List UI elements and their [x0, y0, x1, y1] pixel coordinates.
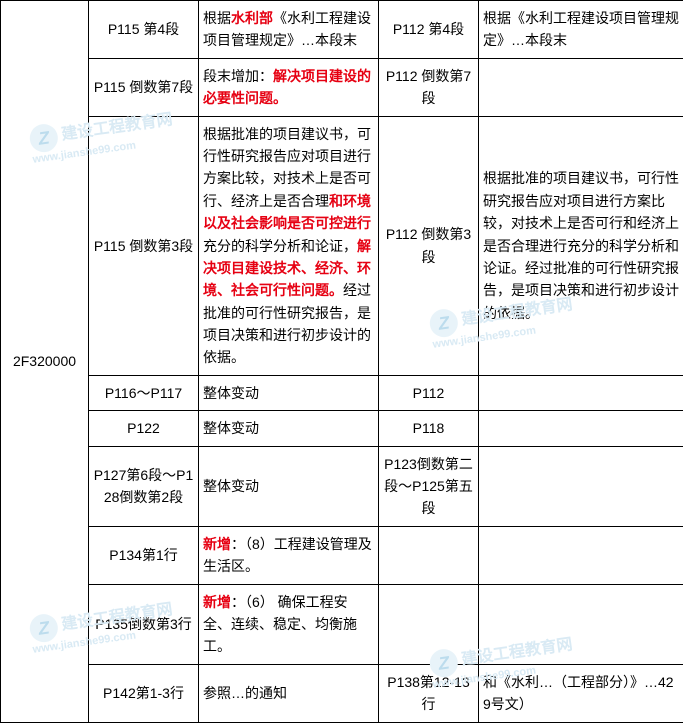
change-desc: 整体变动	[199, 446, 379, 526]
page-ref-old: P112 倒数第3段	[379, 116, 479, 375]
table-row: P115 倒数第7段段末增加：解决项目建设的必要性问题。P112 倒数第7段	[1, 58, 683, 116]
old-content	[479, 446, 683, 526]
old-content	[479, 375, 683, 410]
old-content: 根据批准的项目建议书，可行性研究报告应对项目进行方案比较，对技术上是否可行和经济…	[479, 116, 683, 375]
text: 根据批准的项目建议书，可行性研究报告应对项目进行方案比较，对技术上是否可行和经济…	[483, 170, 679, 320]
page-ref-old: P112 第4段	[379, 1, 479, 59]
page-ref-old: P123倒数第二段～P125第五段	[379, 446, 479, 526]
change-desc: 根据水利部《水利工程建设项目管理规定》…本段末	[199, 1, 379, 59]
change-desc: 新增：（6） 确保工程安全、连续、稳定、均衡施工。	[199, 584, 379, 664]
old-content	[479, 526, 683, 584]
change-desc: 新增：（8）工程建设管理及生活区。	[199, 526, 379, 584]
page-ref-old	[379, 584, 479, 664]
old-content: 根据《水利工程建设项目管理规定》…本段末	[479, 1, 683, 59]
table-row: P135倒数第3行新增：（6） 确保工程安全、连续、稳定、均衡施工。	[1, 584, 683, 664]
page-ref-new: P115 倒数第7段	[89, 58, 199, 116]
change-desc: 段末增加：解决项目建设的必要性问题。	[199, 58, 379, 116]
table-row: 2F320000P115 第4段根据水利部《水利工程建设项目管理规定》…本段末P…	[1, 1, 683, 59]
change-desc: 参照…的通知	[199, 664, 379, 722]
page-ref-old: P138第12-13行	[379, 664, 479, 722]
old-content	[479, 411, 683, 446]
old-content	[479, 58, 683, 116]
page-ref-new: P127第6段～P128倒数第2段	[89, 446, 199, 526]
highlight-text: 水利部	[231, 10, 273, 26]
comparison-table: 2F320000P115 第4段根据水利部《水利工程建设项目管理规定》…本段末P…	[0, 0, 683, 723]
highlight-text: 新增	[203, 536, 231, 552]
text: 整体变动	[203, 385, 259, 401]
text: 段末增加：	[203, 68, 273, 84]
section-code: 2F320000	[13, 353, 76, 369]
page-ref-old: P112 倒数第7段	[379, 58, 479, 116]
text: 根据	[203, 10, 231, 26]
page-ref-new: P134第1行	[89, 526, 199, 584]
change-desc: 根据批准的项目建议书，可行性研究报告应对项目进行方案比较，对技术上是否可行、经济…	[199, 116, 379, 375]
page-ref-new: P122	[89, 411, 199, 446]
table-row: P115 倒数第3段根据批准的项目建议书，可行性研究报告应对项目进行方案比较，对…	[1, 116, 683, 375]
page-ref-new: P142第1-3行	[89, 664, 199, 722]
text: 和《水利…（工程部分）》…429号文）	[483, 674, 674, 712]
change-desc: 整体变动	[199, 411, 379, 446]
table-row: P134第1行新增：（8）工程建设管理及生活区。	[1, 526, 683, 584]
text: 整体变动	[203, 478, 259, 494]
text: 参照…的通知	[203, 685, 287, 701]
text: 整体变动	[203, 420, 259, 436]
page-ref-old: P112	[379, 375, 479, 410]
old-content	[479, 584, 683, 664]
page-ref-new: P135倒数第3行	[89, 584, 199, 664]
highlight-text: 新增	[203, 594, 231, 610]
change-desc: 整体变动	[199, 375, 379, 410]
section-code-cell: 2F320000	[1, 1, 89, 723]
table-row: P142第1-3行参照…的通知 P138第12-13行和《水利…（工程部分）》…4…	[1, 664, 683, 722]
page-ref-new: P115 倒数第3段	[89, 116, 199, 375]
page-ref-new: P115 第4段	[89, 1, 199, 59]
table-row: P122整体变动 P118	[1, 411, 683, 446]
text: 充分的科学分析和论证，	[203, 238, 357, 254]
old-content: 和《水利…（工程部分）》…429号文）	[479, 664, 683, 722]
page-ref-old	[379, 526, 479, 584]
page-ref-new: P116～P117	[89, 375, 199, 410]
page-ref-old: P118	[379, 411, 479, 446]
table-row: P116～P117整体变动 P112	[1, 375, 683, 410]
text: 根据《水利工程建设项目管理规定》…本段末	[483, 10, 679, 48]
table-row: P127第6段～P128倒数第2段整体变动 P123倒数第二段～P125第五段	[1, 446, 683, 526]
